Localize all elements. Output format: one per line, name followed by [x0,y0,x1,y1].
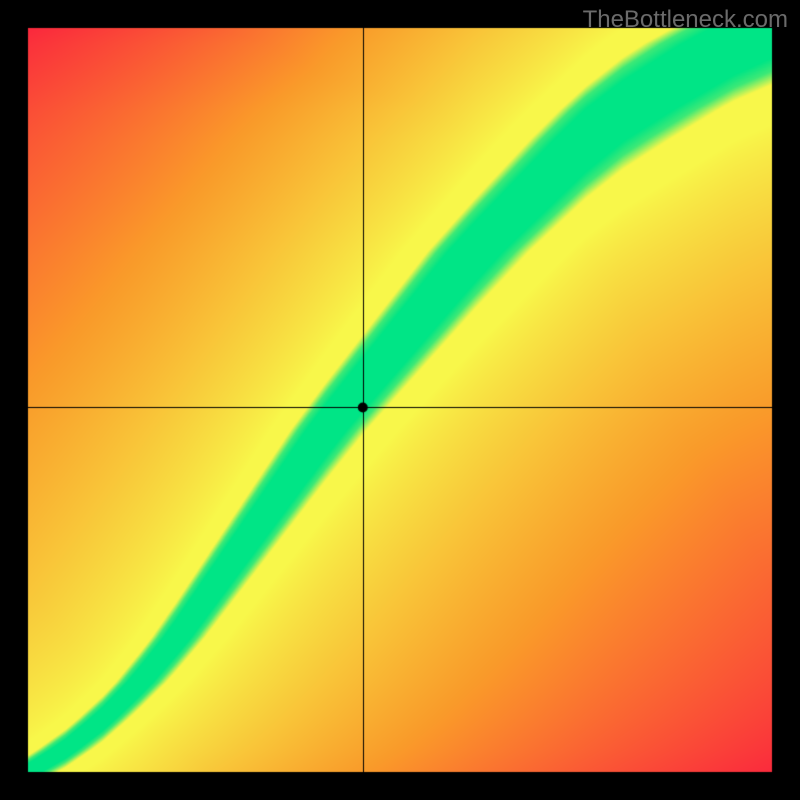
heatmap-canvas [0,0,800,800]
watermark-text: TheBottleneck.com [583,6,788,34]
chart-container: TheBottleneck.com [0,0,800,800]
